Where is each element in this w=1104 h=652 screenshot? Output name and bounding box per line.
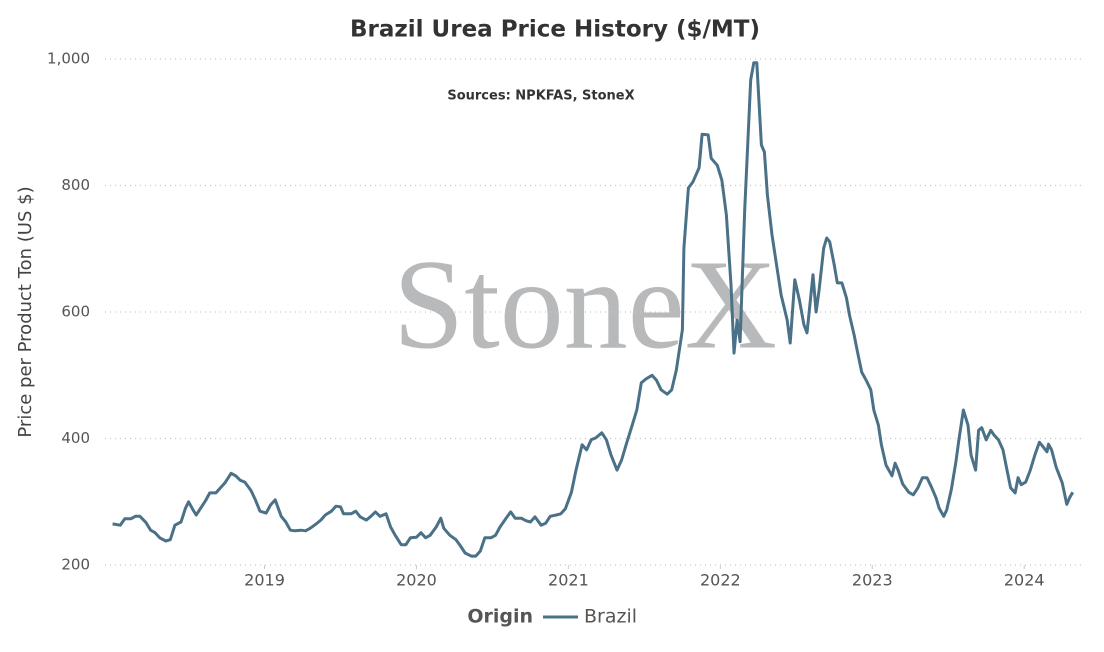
legend-label: Brazil xyxy=(584,606,637,628)
chart-subtitle: Sources: NPKFAS, StoneX xyxy=(447,89,634,104)
x-tick-label: 2022 xyxy=(700,571,741,590)
watermark: StoneX xyxy=(393,233,777,375)
series-line xyxy=(112,61,1075,558)
y-tick-label: 400 xyxy=(61,429,90,447)
x-tick-label: 2021 xyxy=(548,571,589,590)
y-axis-label: Price per Product Ton (US $) xyxy=(15,186,36,437)
x-tick-label: 2023 xyxy=(852,571,893,590)
x-tick-label: 2024 xyxy=(1004,571,1045,590)
y-tick-label: 800 xyxy=(61,176,90,194)
x-tick-label: 2019 xyxy=(244,571,285,590)
chart-title: Brazil Urea Price History ($/MT) xyxy=(350,17,760,43)
y-tick-label: 1,000 xyxy=(47,50,90,68)
legend-title: Origin xyxy=(467,606,533,628)
y-tick-label: 200 xyxy=(61,556,90,574)
x-tick-label: 2020 xyxy=(396,571,437,590)
y-tick-label: 600 xyxy=(61,303,90,321)
